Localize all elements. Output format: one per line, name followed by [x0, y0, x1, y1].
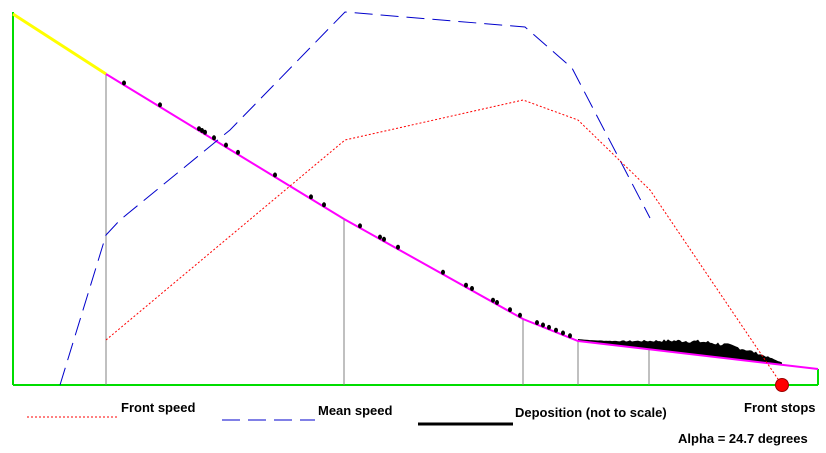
- path-profile-line: [105, 73, 819, 370]
- slope-particle: [236, 149, 240, 155]
- front-stops-label: Front stops: [744, 400, 816, 415]
- slope-particle: [561, 330, 565, 336]
- slope-particle: [441, 269, 445, 275]
- slope-particle: [464, 282, 468, 288]
- slope-particle: [491, 297, 495, 303]
- front-speed-curve: [105, 99, 783, 386]
- legend-mean-speed-label: Mean speed: [318, 403, 393, 418]
- slope-particle: [309, 194, 313, 200]
- slope-particle: [495, 300, 499, 305]
- slope-particle: [396, 244, 400, 250]
- front-stops-marker: [775, 378, 789, 392]
- slope-particle: [358, 223, 362, 229]
- release-slope-line: [12, 12, 107, 76]
- slope-particle: [224, 142, 228, 148]
- mean-speed-curve: [59, 11, 651, 386]
- slope-particle: [197, 126, 201, 132]
- slope-particle: [200, 128, 204, 133]
- slope-particle: [535, 320, 539, 326]
- alpha-label: Alpha = 24.7 degrees: [678, 431, 808, 446]
- slope-particle: [203, 129, 207, 135]
- slope-particle: [322, 202, 326, 208]
- slope-particle: [158, 102, 162, 108]
- slope-particle: [273, 172, 277, 178]
- slope-particle: [382, 236, 386, 242]
- slope-particle: [541, 322, 545, 328]
- slope-particle: [554, 327, 558, 333]
- legend-deposition-label: Deposition (not to scale): [515, 405, 667, 420]
- legend-front-speed-label: Front speed: [121, 400, 196, 415]
- slope-particle: [378, 234, 382, 240]
- slope-particle: [470, 286, 474, 291]
- slope-particles: [122, 80, 572, 339]
- slope-particle: [508, 307, 512, 313]
- slope-particle: [568, 333, 572, 339]
- slope-particle: [212, 135, 216, 141]
- slope-particle: [122, 80, 126, 86]
- segment-markers: [105, 74, 650, 385]
- slope-particle: [547, 324, 551, 330]
- slope-particle: [518, 312, 522, 318]
